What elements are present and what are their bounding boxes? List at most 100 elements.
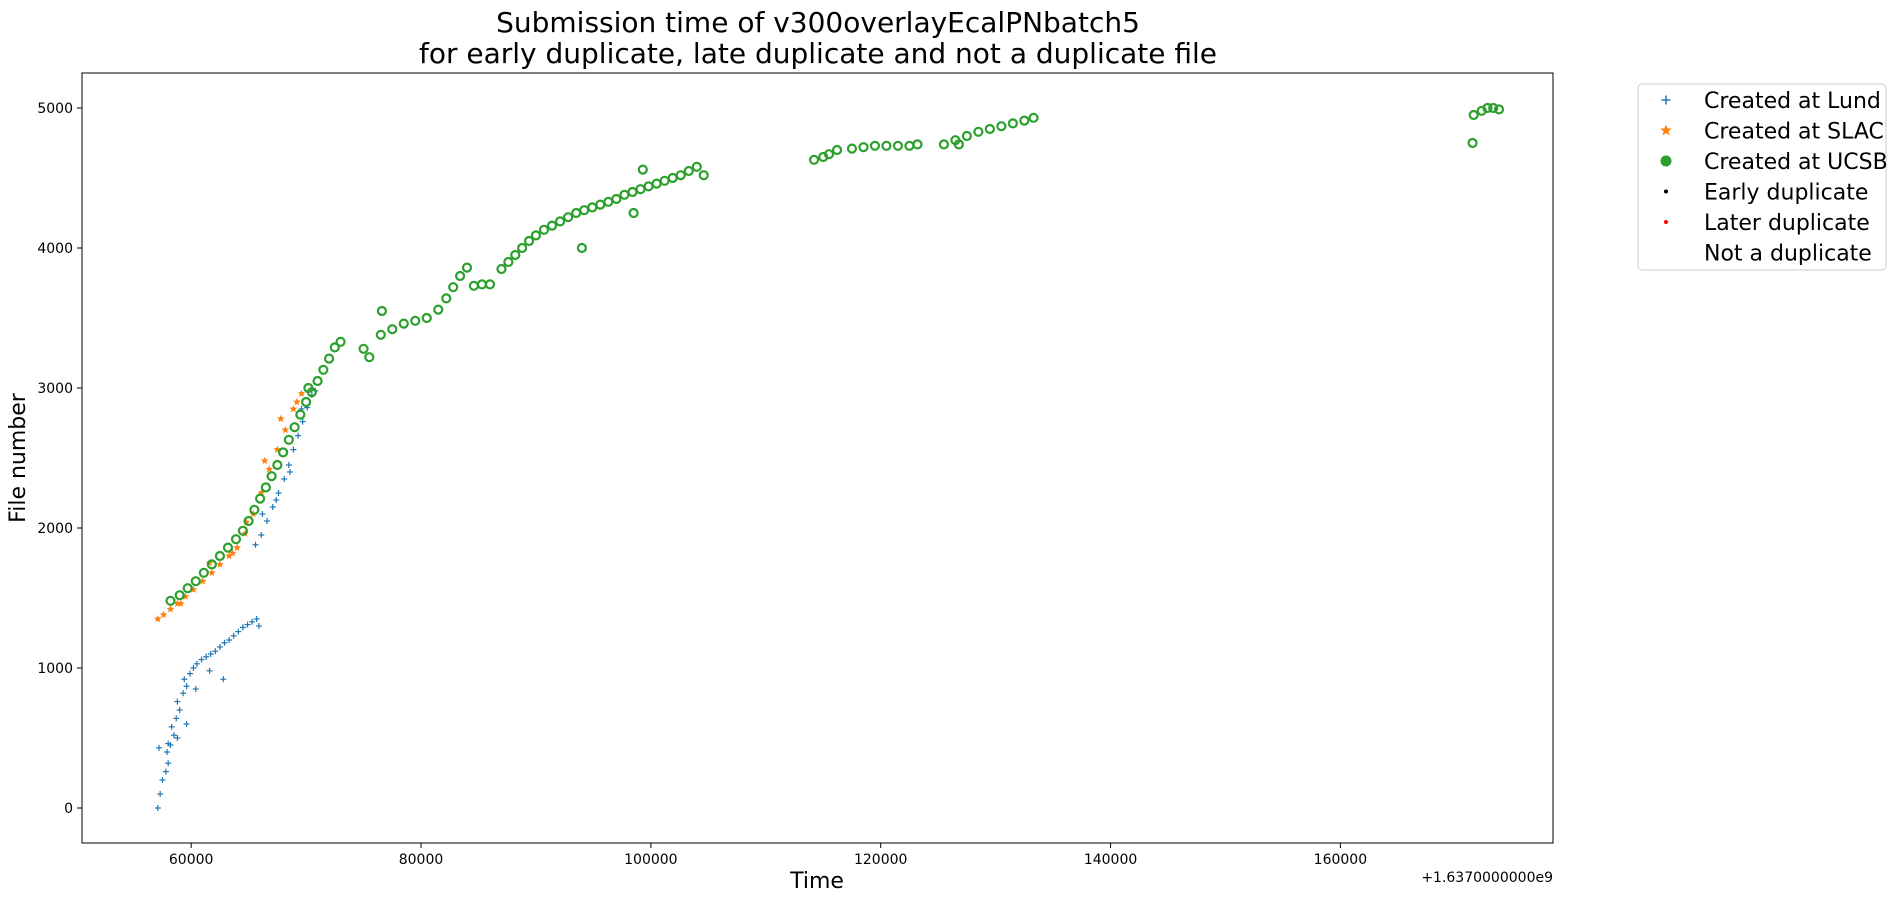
x-tick-label: 100000 (624, 852, 677, 868)
circle-marker-icon (1660, 155, 1672, 167)
lund-point (220, 676, 227, 683)
lund-point (299, 418, 306, 425)
lund-point (155, 744, 162, 751)
lund-point (183, 721, 190, 727)
ucsb-point (1467, 137, 1478, 149)
ucsb-point (433, 304, 444, 315)
ucsb-point (1488, 102, 1499, 114)
plus-marker-icon (1661, 95, 1671, 105)
legend-label: Not a duplicate (1704, 242, 1872, 267)
legend-label: Created at SLAC (1704, 120, 1884, 145)
y-tick-label: 4000 (37, 241, 73, 257)
slac-point (154, 615, 162, 623)
ucsb-point (375, 329, 386, 340)
ucsb-point (289, 422, 300, 433)
ucsb-point (190, 576, 201, 587)
ucsb-point (249, 504, 260, 515)
lund-point (235, 628, 242, 635)
ucsb-point (496, 263, 507, 275)
ucsb-point (312, 375, 323, 387)
ucsb-point (984, 123, 995, 135)
ucsb-point (272, 459, 283, 471)
ucsb-point (303, 382, 314, 394)
ucsb-point (510, 249, 521, 261)
ucsb-point (454, 270, 466, 282)
legend-item-created-at-lund: Created at Lund (1661, 89, 1881, 114)
slac-point (225, 552, 233, 560)
ucsb-point (858, 142, 869, 153)
ucsb-point (1468, 109, 1479, 121)
lund-point (174, 698, 181, 705)
slac-point (289, 405, 298, 413)
lund-point (165, 760, 172, 767)
slac-point (277, 414, 285, 423)
ucsb-point (266, 471, 277, 482)
lund-point (173, 715, 180, 722)
ucsb-point (376, 305, 388, 317)
lund-point (176, 707, 183, 713)
y-axis: 0 1000 2000 3000 4000 5000 (37, 101, 82, 817)
ucsb-point (563, 212, 574, 223)
ucsb-point (230, 534, 242, 545)
ucsb-point (441, 293, 452, 304)
chart-title-line-2: for early duplicate, late duplicate and … (419, 37, 1217, 70)
ucsb-point (938, 139, 950, 150)
ucsb-point (329, 342, 340, 353)
ucsb-point (546, 220, 558, 231)
lund-point (154, 805, 161, 811)
lund-point (285, 462, 292, 468)
ucsb-point (174, 590, 185, 601)
slac-point (233, 543, 241, 551)
x-tick-label: 160000 (1314, 852, 1367, 868)
ucsb-point (831, 144, 843, 156)
legend-item-not-a-duplicate: Not a duplicate (1704, 242, 1872, 267)
series-created-at-ucsb (165, 102, 1505, 606)
ucsb-point (554, 216, 566, 227)
ucsb-point (387, 324, 398, 335)
ucsb-point (846, 143, 858, 154)
ucsb-point (517, 242, 528, 254)
ucsb-point (523, 235, 535, 247)
lund-point (206, 667, 213, 674)
ucsb-point (973, 126, 984, 137)
slac-point (177, 599, 185, 607)
ucsb-point (1482, 102, 1493, 114)
ucsb-point (198, 567, 209, 578)
ucsb-point (295, 409, 306, 420)
plot-area (81, 72, 1554, 844)
lund-point (249, 618, 256, 625)
ucsb-point (823, 149, 835, 160)
dot-marker-icon (1664, 189, 1668, 194)
lund-point (192, 686, 199, 692)
lund-point (157, 791, 164, 797)
lund-point (269, 504, 276, 510)
ucsb-point (881, 140, 892, 151)
ucsb-point (698, 170, 709, 181)
lund-point (264, 518, 271, 524)
lund-point (159, 777, 166, 783)
lund-point (180, 690, 187, 697)
x-axis: 60000 80000 100000 120000 140000 160000 (169, 843, 1367, 868)
slac-point (293, 398, 301, 406)
lund-point (275, 490, 282, 496)
lund-point (174, 735, 181, 741)
ucsb-point (255, 493, 266, 504)
ucsb-point (206, 559, 217, 570)
ucsb-point (1007, 118, 1018, 129)
ucsb-point (637, 164, 648, 175)
ucsb-point (358, 343, 369, 354)
ucsb-point (237, 525, 248, 536)
chart-title-line-1: Submission time of v300overlayEcalPNbatc… (496, 6, 1140, 39)
y-tick-label: 3000 (37, 381, 73, 397)
ucsb-point (165, 595, 176, 606)
lund-point (207, 651, 214, 657)
x-axis-offset-label: +1.6370000000e9 (1421, 870, 1553, 886)
lund-point (165, 740, 172, 747)
lund-point (295, 432, 302, 439)
lund-point (187, 670, 194, 677)
lund-point (168, 723, 175, 730)
ucsb-point (953, 139, 964, 150)
ucsb-point (961, 130, 972, 142)
ucsb-point (484, 279, 496, 290)
ucsb-point (1019, 115, 1030, 126)
